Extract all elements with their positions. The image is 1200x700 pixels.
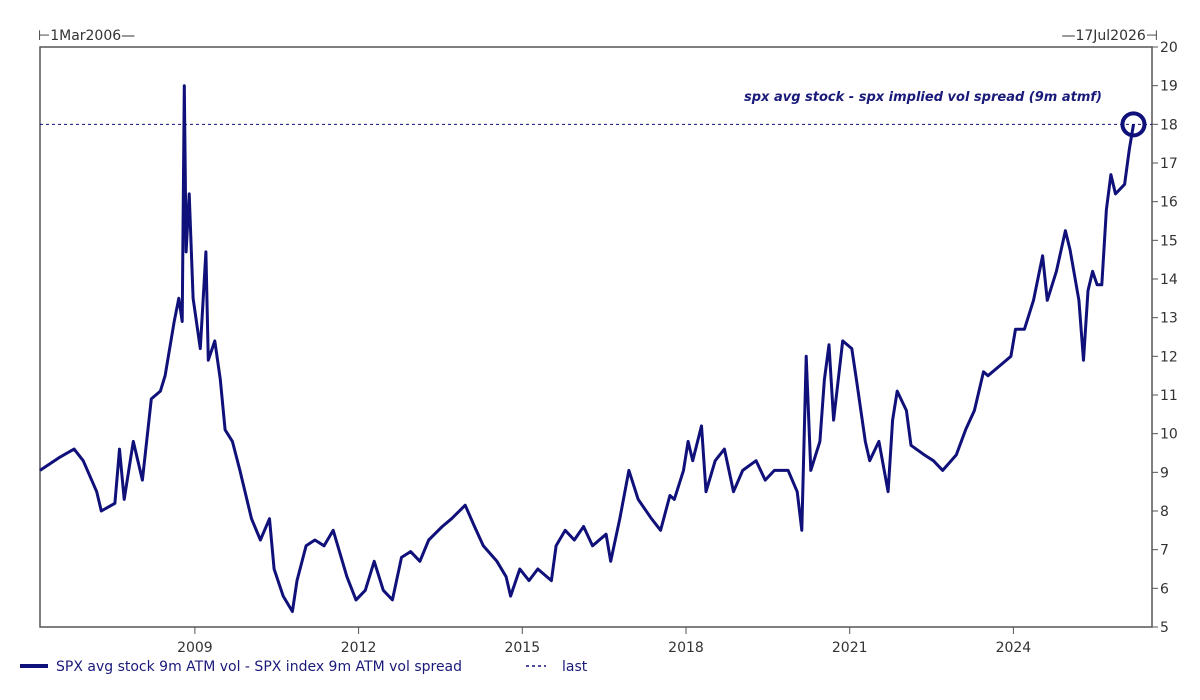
y-tick-label: 11 [1160, 388, 1178, 404]
y-tick-label: 20 [1160, 40, 1178, 56]
y-tick-label: 12 [1160, 349, 1178, 365]
chart-annotation: spx avg stock - spx implied vol spread (… [744, 90, 1102, 105]
legend-label-last: last [562, 659, 588, 675]
y-tick-label: 8 [1160, 504, 1169, 520]
plot-frame [39, 46, 1153, 628]
x-tick-label: 2024 [996, 640, 1032, 656]
y-tick-label: 7 [1160, 543, 1169, 559]
x-tick-label: 2018 [668, 640, 704, 656]
y-tick-label: 9 [1160, 465, 1169, 481]
legend-label-series: SPX avg stock 9m ATM vol - SPX index 9m … [56, 659, 462, 675]
legend: SPX avg stock 9m ATM vol - SPX index 9m … [20, 659, 588, 675]
y-tick-label: 5 [1160, 620, 1169, 636]
y-tick-label: 18 [1160, 117, 1178, 133]
y-tick-label: 15 [1160, 233, 1178, 249]
x-range-end: —17Jul2026⊣ [1061, 28, 1158, 44]
y-tick-label: 19 [1160, 79, 1178, 95]
x-axis: 2009 2012 2015 2018 2021 2024 [177, 627, 1031, 656]
y-tick-label: 14 [1160, 272, 1178, 288]
x-range-start: ⊢1Mar2006— [38, 28, 135, 44]
x-tick-label: 2021 [832, 640, 868, 656]
x-tick-label: 2015 [504, 640, 540, 656]
series-line [39, 84, 1135, 613]
y-tick-label: 13 [1160, 311, 1178, 327]
last-value-marker [1120, 111, 1147, 138]
y-axis: 5 6 7 8 9 10 11 12 13 14 15 16 17 18 19 20 [1152, 40, 1178, 636]
x-tick-label: 2012 [341, 640, 377, 656]
y-tick-label: 10 [1160, 427, 1178, 443]
y-tick-label: 17 [1160, 156, 1178, 172]
x-tick-label: 2009 [177, 640, 213, 656]
y-tick-label: 16 [1160, 195, 1178, 211]
y-tick-label: 6 [1160, 581, 1169, 597]
